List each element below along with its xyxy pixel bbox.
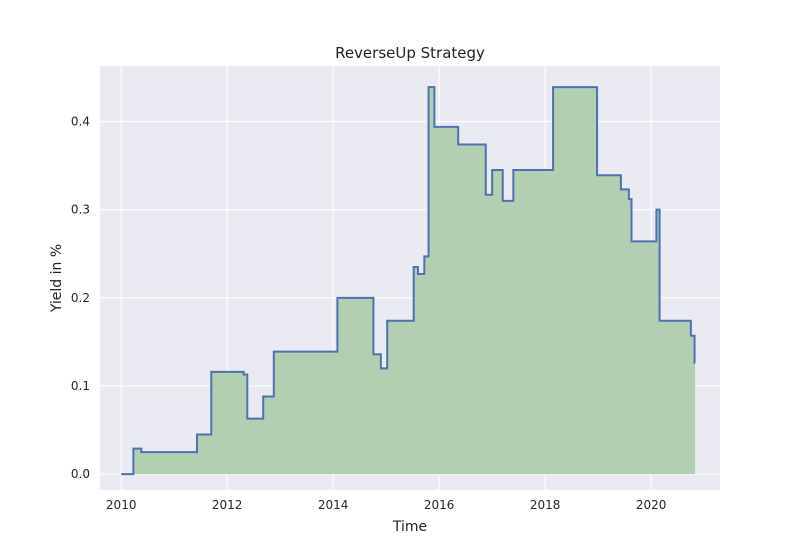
y-axis-label: Yield in % xyxy=(49,244,65,313)
x-tick-label: 2018 xyxy=(530,498,561,512)
chart-title: ReverseUp Strategy xyxy=(335,44,485,62)
x-axis-label: Time xyxy=(392,519,427,535)
y-axis-ticks: 0.0 0.1 0.2 0.3 0.4 xyxy=(71,115,90,482)
y-tick-label: 0.4 xyxy=(71,115,90,129)
x-tick-label: 2016 xyxy=(424,498,455,512)
x-tick-label: 2020 xyxy=(636,498,667,512)
y-tick-label: 0.2 xyxy=(71,291,90,305)
x-tick-label: 2012 xyxy=(212,498,243,512)
x-tick-label: 2014 xyxy=(318,498,349,512)
series-line xyxy=(121,86,696,476)
x-tick-label: 2010 xyxy=(106,498,137,512)
y-tick-label: 0.1 xyxy=(71,379,90,393)
x-axis-ticks: 2010 2012 2014 2016 2018 2020 xyxy=(106,498,666,512)
series-area-fill xyxy=(121,87,696,475)
y-tick-label: 0.3 xyxy=(71,203,90,217)
y-tick-label: 0.0 xyxy=(71,467,90,481)
